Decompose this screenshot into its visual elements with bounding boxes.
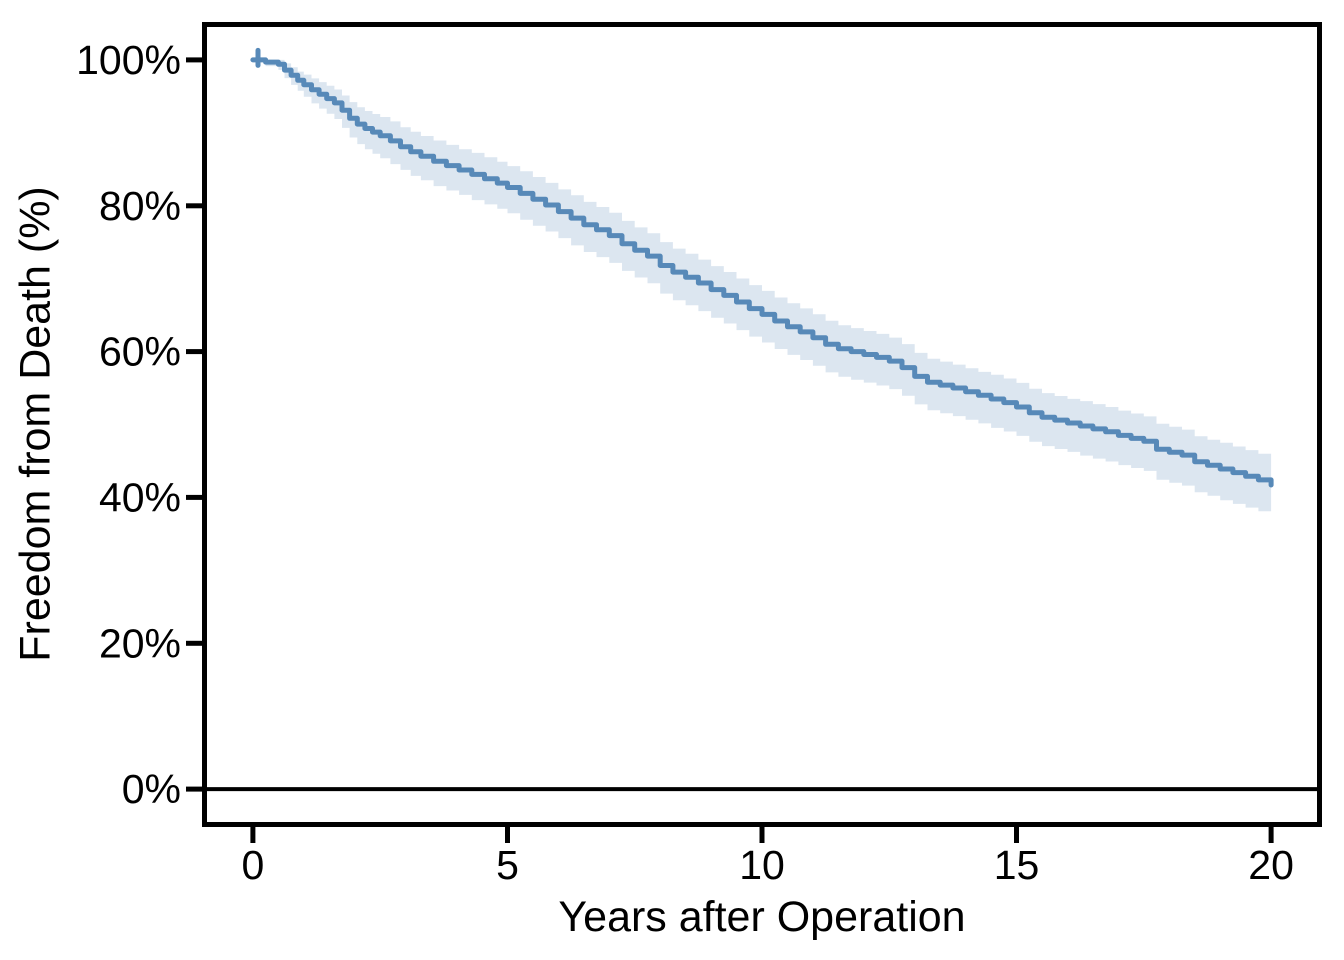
x-axis: 0 5 10 15 20 bbox=[241, 827, 1294, 888]
confidence-band bbox=[252, 59, 1272, 517]
y-tick-label: 100% bbox=[76, 37, 181, 83]
x-tick-label: 20 bbox=[1248, 842, 1294, 888]
y-axis-title: Freedom from Death (%) bbox=[11, 186, 60, 662]
x-tick-label: 15 bbox=[994, 842, 1040, 888]
x-tick-label: 0 bbox=[241, 842, 264, 888]
plot-border bbox=[202, 22, 1322, 827]
y-tick-label: 0% bbox=[122, 766, 181, 812]
x-axis-title: Years after Operation bbox=[558, 893, 966, 941]
y-tick-label: 60% bbox=[99, 329, 181, 375]
survival-curve bbox=[250, 57, 1274, 488]
y-tick-label: 80% bbox=[99, 183, 181, 229]
x-tick-label: 5 bbox=[496, 842, 519, 888]
y-tick-label: 40% bbox=[99, 474, 181, 520]
y-axis: 0% 20% 40% 60% 80% 100% bbox=[76, 37, 202, 812]
x-tick-label: 10 bbox=[739, 842, 785, 888]
y-tick-label: 20% bbox=[99, 620, 181, 666]
